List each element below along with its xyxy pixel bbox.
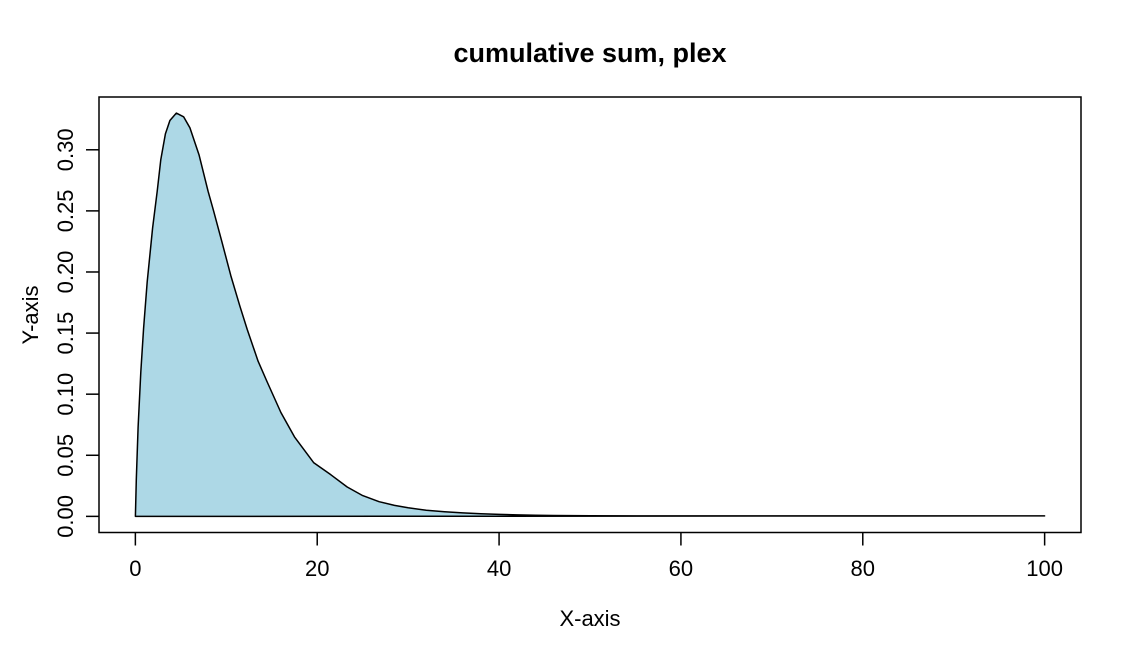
x-tick-label: 40 [487,556,511,581]
y-tick-label: 0.00 [53,495,78,538]
plot-area: 0 20 40 60 80 100 0.00 0.05 0.10 0.15 0.20 0.25 0.30 [53,96,1082,581]
x-tick-label: 20 [305,556,329,581]
density-area [134,112,1046,518]
x-tick-label: 100 [1026,556,1063,581]
x-tick-label: 0 [129,556,141,581]
x-axis-label: X-axis [559,606,620,631]
y-tick-label: 0.15 [53,312,78,355]
y-tick-label: 0.10 [53,373,78,416]
x-tick-label: 80 [851,556,875,581]
y-tick-label: 0.05 [53,434,78,477]
y-axis-label: Y-axis [18,285,43,344]
y-tick-label: 0.25 [53,189,78,232]
chart-title: cumulative sum, plex [453,38,726,68]
y-tick-label: 0.20 [53,251,78,294]
y-tick-label: 0.30 [53,128,78,171]
plot-box [98,96,1082,534]
x-tick-label: 60 [669,556,693,581]
